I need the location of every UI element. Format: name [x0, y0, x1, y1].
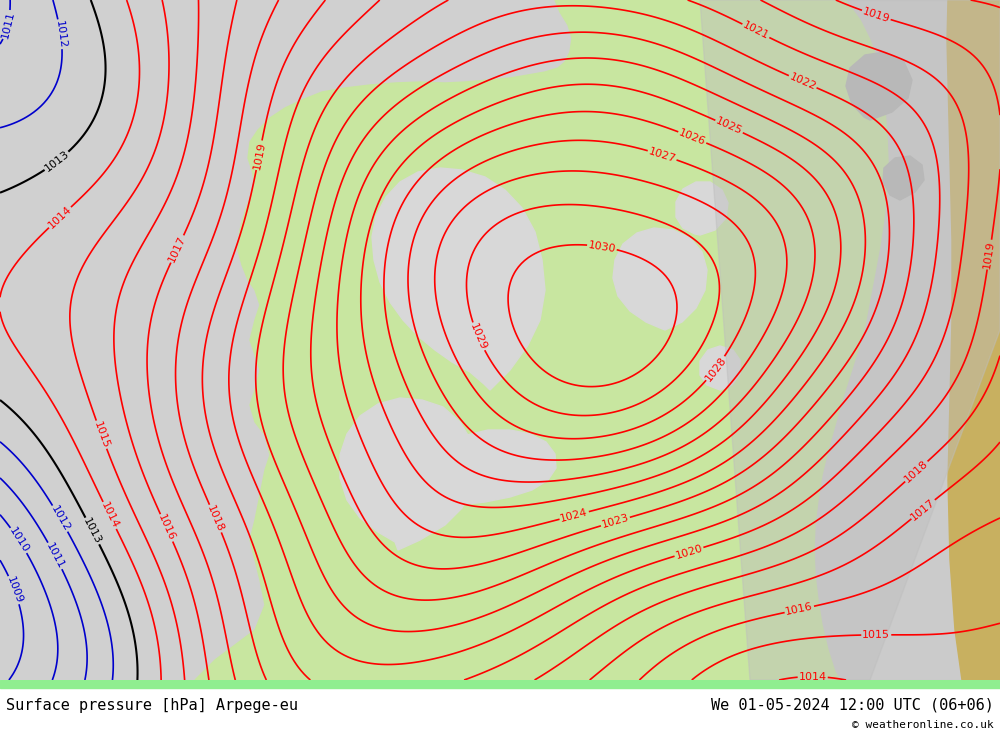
- Polygon shape: [340, 398, 476, 550]
- Text: 1018: 1018: [205, 504, 226, 534]
- Text: 1020: 1020: [674, 543, 704, 561]
- Polygon shape: [700, 0, 1000, 680]
- Text: 1011: 1011: [44, 541, 66, 570]
- Text: 1009: 1009: [5, 575, 24, 605]
- Text: 1019: 1019: [861, 6, 891, 24]
- Text: 1023: 1023: [600, 513, 630, 530]
- Polygon shape: [676, 182, 728, 235]
- Text: 1029: 1029: [468, 322, 488, 352]
- Text: 1012: 1012: [54, 20, 68, 49]
- Text: 1019: 1019: [982, 240, 996, 269]
- Text: 1017: 1017: [167, 234, 188, 264]
- Polygon shape: [700, 346, 740, 390]
- Text: 1013: 1013: [81, 516, 103, 545]
- Text: 1025: 1025: [714, 116, 744, 137]
- Text: 1013: 1013: [43, 149, 71, 174]
- Text: 1026: 1026: [677, 128, 707, 147]
- Text: 1018: 1018: [903, 458, 930, 485]
- Text: Surface pressure [hPa] Arpege-eu: Surface pressure [hPa] Arpege-eu: [6, 698, 298, 713]
- Text: 1015: 1015: [862, 630, 890, 640]
- Polygon shape: [440, 430, 556, 505]
- Bar: [0, 680, 1000, 688]
- Text: 1017: 1017: [909, 496, 937, 522]
- Text: 1014: 1014: [46, 204, 74, 231]
- Polygon shape: [883, 156, 924, 200]
- Text: 1021: 1021: [741, 20, 771, 42]
- Text: 1014: 1014: [99, 501, 120, 530]
- Polygon shape: [846, 52, 912, 120]
- Polygon shape: [195, 0, 888, 680]
- Text: 1012: 1012: [49, 504, 72, 533]
- Text: 1019: 1019: [251, 141, 267, 170]
- Text: 1028: 1028: [703, 354, 728, 383]
- Text: 1015: 1015: [92, 420, 111, 449]
- Polygon shape: [680, 0, 1000, 680]
- Polygon shape: [947, 0, 1000, 680]
- Text: 1030: 1030: [587, 240, 617, 254]
- Polygon shape: [613, 228, 707, 330]
- Polygon shape: [372, 168, 545, 390]
- Text: © weatheronline.co.uk: © weatheronline.co.uk: [852, 720, 994, 730]
- Text: 1024: 1024: [559, 507, 589, 524]
- Text: 1011: 1011: [0, 10, 16, 40]
- Text: 1016: 1016: [785, 602, 814, 617]
- Text: 1027: 1027: [647, 146, 677, 164]
- Text: 1022: 1022: [788, 72, 818, 92]
- Text: We 01-05-2024 12:00 UTC (06+06): We 01-05-2024 12:00 UTC (06+06): [711, 698, 994, 713]
- Text: 1014: 1014: [799, 671, 827, 682]
- Text: 1010: 1010: [7, 526, 31, 555]
- Text: 1016: 1016: [156, 513, 177, 542]
